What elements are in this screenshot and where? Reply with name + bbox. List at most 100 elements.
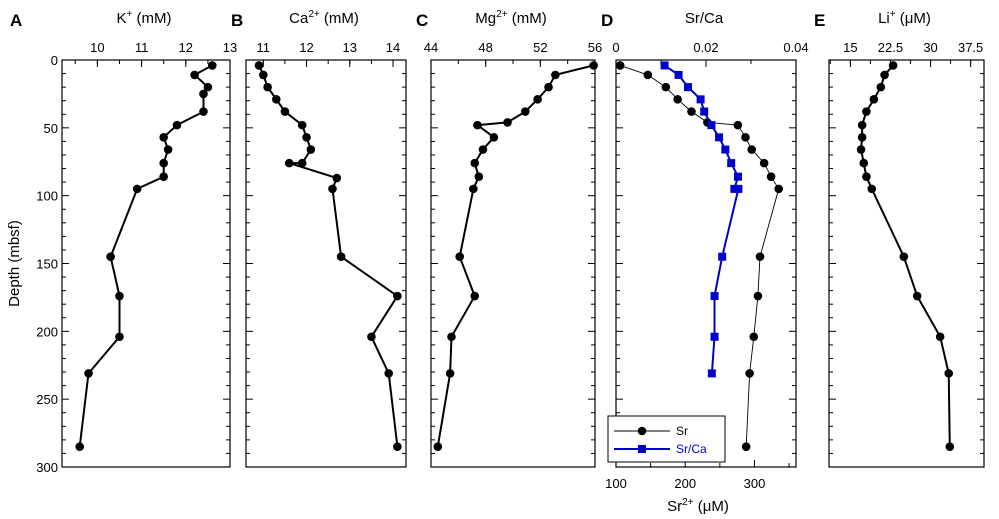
data-point [328, 184, 337, 194]
panel-letter: E [814, 11, 825, 30]
data-point [84, 369, 93, 378]
data-point [544, 82, 553, 92]
y-tick-label: 0 [51, 53, 58, 68]
x-tick-label: 56 [588, 40, 602, 55]
bottom-axis-title: Sr2+ (μM) [667, 497, 729, 515]
data-point [707, 369, 716, 378]
data-point [271, 95, 281, 104]
data-point [199, 107, 208, 116]
data-point [203, 82, 213, 92]
data-point [473, 120, 482, 130]
data-point [696, 95, 705, 104]
data-point [687, 107, 696, 116]
data-point [589, 61, 598, 70]
panel-letter: B [231, 11, 243, 30]
data-point [489, 133, 499, 142]
data-point [862, 172, 871, 181]
panel-d: D Sr/Ca 0 0.02 0.04 100 200 300 Sr2+ (μM) Sr Sr/Ca [601, 10, 809, 515]
data-point [857, 120, 867, 130]
data-point [935, 332, 945, 342]
series-line-e [860, 64, 951, 447]
data-point [741, 442, 751, 451]
data-point [393, 442, 402, 451]
data-point [766, 172, 776, 181]
panel-b: B Ca2+ (mM) 11 12 13 14 [231, 9, 407, 468]
x-tick-label: 0 [612, 40, 619, 55]
data-point [302, 133, 311, 142]
x-tick-label: 37.5 [958, 40, 983, 55]
panel-e: E Li+ (μM) 15 22.5 30 37.5 [814, 9, 985, 468]
y-tick-label: 200 [36, 324, 58, 339]
data-point [455, 252, 465, 262]
x-tick-label: 11 [135, 40, 149, 55]
y-tick-label: 250 [36, 392, 58, 407]
data-point [747, 145, 756, 154]
panel-frame [430, 59, 596, 468]
data-point [470, 158, 480, 168]
panel-letter: D [601, 11, 613, 30]
series-line-sr-ca [664, 64, 740, 374]
data-point [734, 184, 743, 193]
data-point [470, 291, 480, 301]
data-point [447, 332, 456, 342]
panel-title: K+ (mM) [116, 9, 171, 27]
legend-box [607, 415, 726, 463]
data-point [869, 95, 879, 104]
data-point [707, 121, 716, 130]
x-tick-label: 14 [386, 40, 400, 55]
data-point [533, 95, 542, 104]
panel-a: A K+ (mM) 10 11 12 13 0 50 100 150 200 250 300 [10, 9, 237, 475]
data-point [336, 252, 346, 262]
panel-title: Mg2+ (mM) [475, 9, 546, 27]
data-point [297, 120, 307, 130]
x-tick-label: 0.02 [693, 40, 718, 55]
data-point [899, 252, 909, 262]
legend-label: Sr [676, 424, 688, 438]
data-point [208, 61, 217, 70]
x-tick-label: 15 [843, 40, 857, 55]
data-point [880, 70, 889, 80]
data-point [75, 442, 84, 451]
x-tick-label: 11 [257, 40, 271, 55]
y-tick-label: 50 [44, 121, 58, 136]
data-point [521, 107, 530, 116]
series-line-b [258, 64, 399, 447]
data-point [888, 61, 898, 70]
legend: Sr Sr/Ca [607, 415, 726, 463]
x-tick-label: 44 [424, 40, 438, 55]
data-point [759, 158, 769, 168]
x-tick-label: 13 [223, 40, 237, 55]
legend-label: Sr/Ca [676, 442, 707, 456]
data-point [718, 252, 727, 261]
data-point [715, 133, 724, 142]
data-point [284, 158, 294, 168]
data-point [733, 120, 743, 130]
data-point [867, 184, 877, 194]
data-point [474, 172, 484, 181]
data-point [643, 70, 653, 80]
data-point [469, 184, 478, 194]
x-tick-label: 52 [533, 40, 547, 55]
data-point [700, 107, 709, 116]
y-tick-label: 300 [36, 460, 58, 475]
data-point [730, 184, 739, 193]
data-point [132, 184, 142, 194]
x-tick-label: 12 [299, 40, 313, 55]
data-point [660, 61, 669, 70]
data-point [332, 173, 342, 183]
data-point [661, 82, 671, 92]
data-point [254, 61, 264, 70]
data-point [857, 133, 867, 142]
data-point [115, 291, 124, 301]
data-point [684, 83, 692, 92]
data-point [753, 291, 763, 301]
x-tick-label: 48 [478, 40, 492, 55]
bottom-tick-label: 100 [605, 476, 627, 491]
data-point [721, 145, 730, 154]
data-point [859, 158, 869, 168]
data-point [297, 158, 307, 168]
data-point [280, 107, 290, 116]
x-tick-label: 22.5 [878, 40, 903, 55]
data-point [367, 332, 376, 342]
data-point [172, 120, 182, 130]
